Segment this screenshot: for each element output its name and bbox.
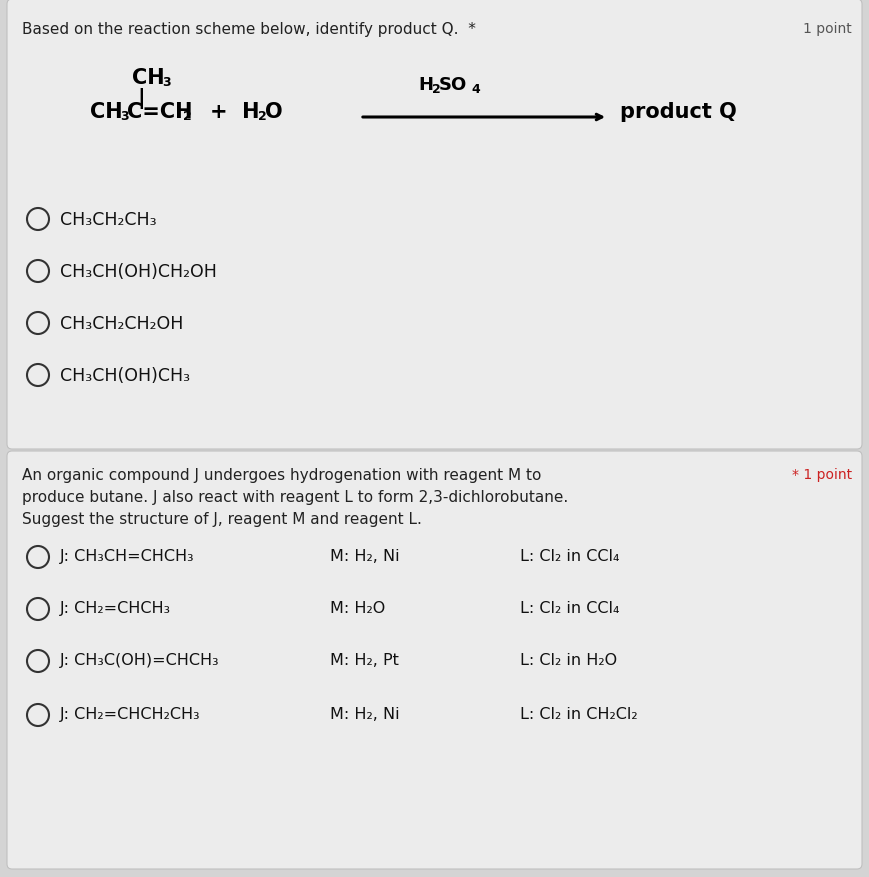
FancyBboxPatch shape <box>7 0 862 450</box>
Text: |: | <box>137 88 144 109</box>
FancyBboxPatch shape <box>7 452 862 869</box>
Text: C=CH: C=CH <box>127 102 193 122</box>
Text: 2: 2 <box>258 110 267 123</box>
Text: CH: CH <box>90 102 123 122</box>
Text: 1 point: 1 point <box>803 22 852 36</box>
Text: O: O <box>265 102 282 122</box>
Text: H: H <box>418 76 433 94</box>
Text: * 1 point: * 1 point <box>792 467 852 481</box>
Text: J: CH₂=CHCH₃: J: CH₂=CHCH₃ <box>60 601 171 616</box>
Text: +  H: + H <box>210 102 260 122</box>
Text: L: Cl₂ in H₂O: L: Cl₂ in H₂O <box>520 652 617 667</box>
Text: L: Cl₂ in CCl₄: L: Cl₂ in CCl₄ <box>520 601 620 616</box>
Text: 2: 2 <box>183 110 192 123</box>
Text: 3: 3 <box>162 76 170 89</box>
Text: M: H₂, Pt: M: H₂, Pt <box>330 652 399 667</box>
Text: product Q: product Q <box>620 102 737 122</box>
Text: L: Cl₂ in CCl₄: L: Cl₂ in CCl₄ <box>520 548 620 563</box>
Text: Suggest the structure of J, reagent M and reagent L.: Suggest the structure of J, reagent M an… <box>22 511 421 526</box>
Text: CH₃CH(OH)CH₃: CH₃CH(OH)CH₃ <box>60 367 190 384</box>
Text: An organic compound J undergoes hydrogenation with reagent M to: An organic compound J undergoes hydrogen… <box>22 467 541 482</box>
Text: produce butane. J also react with reagent L to form 2,3-dichlorobutane.: produce butane. J also react with reagen… <box>22 489 568 504</box>
Text: Based on the reaction scheme below, identify product Q.  *: Based on the reaction scheme below, iden… <box>22 22 476 37</box>
Text: CH: CH <box>132 68 164 88</box>
Text: CH₃CH(OH)CH₂OH: CH₃CH(OH)CH₂OH <box>60 263 217 281</box>
Text: M: H₂, Ni: M: H₂, Ni <box>330 548 400 563</box>
Text: J: CH₃CH=CHCH₃: J: CH₃CH=CHCH₃ <box>60 548 195 563</box>
Text: J: CH₂=CHCH₂CH₃: J: CH₂=CHCH₂CH₃ <box>60 706 201 721</box>
Text: 4: 4 <box>471 83 480 96</box>
Text: 2: 2 <box>432 83 441 96</box>
Text: CH₃CH₂CH₃: CH₃CH₂CH₃ <box>60 210 156 229</box>
Text: SO: SO <box>439 76 468 94</box>
Text: M: H₂, Ni: M: H₂, Ni <box>330 706 400 721</box>
Text: M: H₂O: M: H₂O <box>330 601 385 616</box>
Text: CH₃CH₂CH₂OH: CH₃CH₂CH₂OH <box>60 315 183 332</box>
Text: L: Cl₂ in CH₂Cl₂: L: Cl₂ in CH₂Cl₂ <box>520 706 638 721</box>
Text: 3: 3 <box>120 110 129 123</box>
Text: J: CH₃C(OH)=CHCH₃: J: CH₃C(OH)=CHCH₃ <box>60 652 220 667</box>
